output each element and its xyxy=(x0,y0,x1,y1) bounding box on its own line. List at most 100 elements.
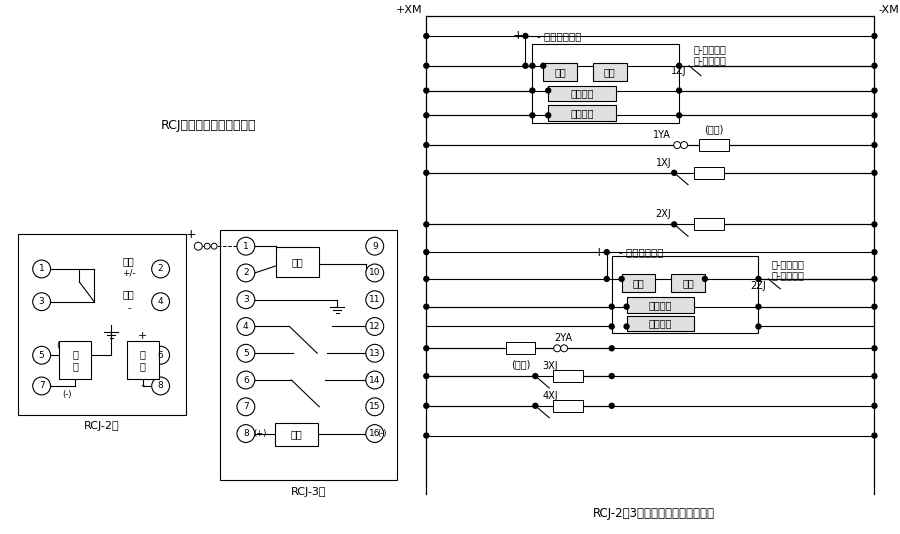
Text: 6: 6 xyxy=(243,375,248,384)
Text: -XM: -XM xyxy=(878,5,899,15)
Circle shape xyxy=(872,346,877,351)
Text: (试验): (试验) xyxy=(511,359,530,369)
Circle shape xyxy=(702,277,707,281)
Circle shape xyxy=(237,425,255,443)
Circle shape xyxy=(872,113,877,118)
Circle shape xyxy=(609,403,614,409)
Bar xyxy=(59,341,91,379)
Circle shape xyxy=(424,304,428,309)
Circle shape xyxy=(604,277,609,281)
Circle shape xyxy=(872,170,877,175)
Text: RCJ-2、3型冲击继电器应用参考图: RCJ-2、3型冲击继电器应用参考图 xyxy=(593,507,716,520)
Text: +: + xyxy=(138,332,148,341)
Circle shape xyxy=(237,371,255,389)
Circle shape xyxy=(756,324,760,329)
Bar xyxy=(699,139,729,151)
Text: (-): (-) xyxy=(63,390,72,399)
Circle shape xyxy=(152,293,169,311)
Circle shape xyxy=(872,250,877,255)
Circle shape xyxy=(872,88,877,93)
Text: +XM: +XM xyxy=(396,5,422,15)
Circle shape xyxy=(533,403,538,409)
Text: 2YA: 2YA xyxy=(554,333,572,343)
Bar xyxy=(694,167,724,179)
Circle shape xyxy=(152,347,169,364)
Circle shape xyxy=(545,88,551,93)
Circle shape xyxy=(424,403,428,409)
Text: 3XJ: 3XJ xyxy=(543,361,558,371)
Circle shape xyxy=(424,433,428,438)
Circle shape xyxy=(533,374,538,379)
Text: -: - xyxy=(127,303,130,312)
Text: 14: 14 xyxy=(369,375,381,384)
Circle shape xyxy=(365,425,383,443)
Text: +/-: +/- xyxy=(122,269,136,278)
Circle shape xyxy=(365,344,383,362)
Text: 复归: 复归 xyxy=(123,256,135,266)
Circle shape xyxy=(530,113,535,118)
Bar xyxy=(548,85,616,101)
Bar xyxy=(548,105,616,121)
Circle shape xyxy=(424,374,428,379)
Circle shape xyxy=(872,277,877,281)
Circle shape xyxy=(152,377,169,395)
Text: 8: 8 xyxy=(158,381,164,390)
Text: +: + xyxy=(593,246,604,258)
Circle shape xyxy=(677,88,681,93)
Text: 4: 4 xyxy=(158,297,164,306)
Text: 3: 3 xyxy=(243,295,248,304)
Text: 通-保持状态: 通-保持状态 xyxy=(771,259,805,269)
Text: 保持: 保持 xyxy=(682,278,694,288)
Text: 11: 11 xyxy=(369,295,381,304)
Bar xyxy=(626,316,694,332)
Text: 2ZJ: 2ZJ xyxy=(751,281,767,291)
Text: 启动回路: 启动回路 xyxy=(649,318,672,328)
Circle shape xyxy=(872,374,877,379)
Bar xyxy=(671,274,705,292)
Text: 复归: 复归 xyxy=(554,67,566,77)
Circle shape xyxy=(32,377,50,395)
Circle shape xyxy=(872,143,877,147)
Circle shape xyxy=(237,264,255,282)
Circle shape xyxy=(424,34,428,38)
Text: 断-自动复归: 断-自动复归 xyxy=(771,270,805,280)
Text: 保持: 保持 xyxy=(123,289,135,299)
Text: 6: 6 xyxy=(158,351,164,360)
Circle shape xyxy=(194,242,202,250)
Text: RCJ-3型: RCJ-3型 xyxy=(291,487,326,497)
Text: 启动回路: 启动回路 xyxy=(571,108,594,119)
Text: 复归: 复归 xyxy=(633,278,644,288)
Circle shape xyxy=(677,113,681,118)
Bar xyxy=(506,342,536,354)
Text: - 复归方式选择: - 复归方式选择 xyxy=(537,31,582,41)
Circle shape xyxy=(32,260,50,278)
Bar xyxy=(694,218,724,230)
Text: 电源回路: 电源回路 xyxy=(571,89,594,98)
Circle shape xyxy=(609,304,614,309)
Text: 1: 1 xyxy=(39,264,44,273)
Circle shape xyxy=(677,63,681,68)
Text: -: - xyxy=(140,380,145,390)
Circle shape xyxy=(424,143,428,147)
Text: +: + xyxy=(512,29,523,43)
Text: 1XJ: 1XJ xyxy=(655,158,671,168)
Text: 启
动: 启 动 xyxy=(72,349,78,371)
Text: 启动: 启动 xyxy=(291,429,302,439)
Circle shape xyxy=(32,347,50,364)
Text: 断-自动复归: 断-自动复归 xyxy=(694,55,727,65)
Circle shape xyxy=(545,113,551,118)
Circle shape xyxy=(204,243,211,249)
Text: 2: 2 xyxy=(158,264,164,273)
Text: RCJ系列冲击继电器接线图: RCJ系列冲击继电器接线图 xyxy=(160,119,256,132)
Text: 2: 2 xyxy=(243,269,248,278)
Circle shape xyxy=(561,345,568,352)
Circle shape xyxy=(237,237,255,255)
Circle shape xyxy=(872,222,877,227)
Text: - 复归方式选择: - 复归方式选择 xyxy=(618,247,663,257)
Circle shape xyxy=(609,346,614,351)
Bar xyxy=(593,63,626,81)
Text: 电
源: 电 源 xyxy=(140,349,146,371)
Circle shape xyxy=(237,291,255,309)
Circle shape xyxy=(624,324,629,329)
Text: 保持: 保持 xyxy=(604,67,616,77)
